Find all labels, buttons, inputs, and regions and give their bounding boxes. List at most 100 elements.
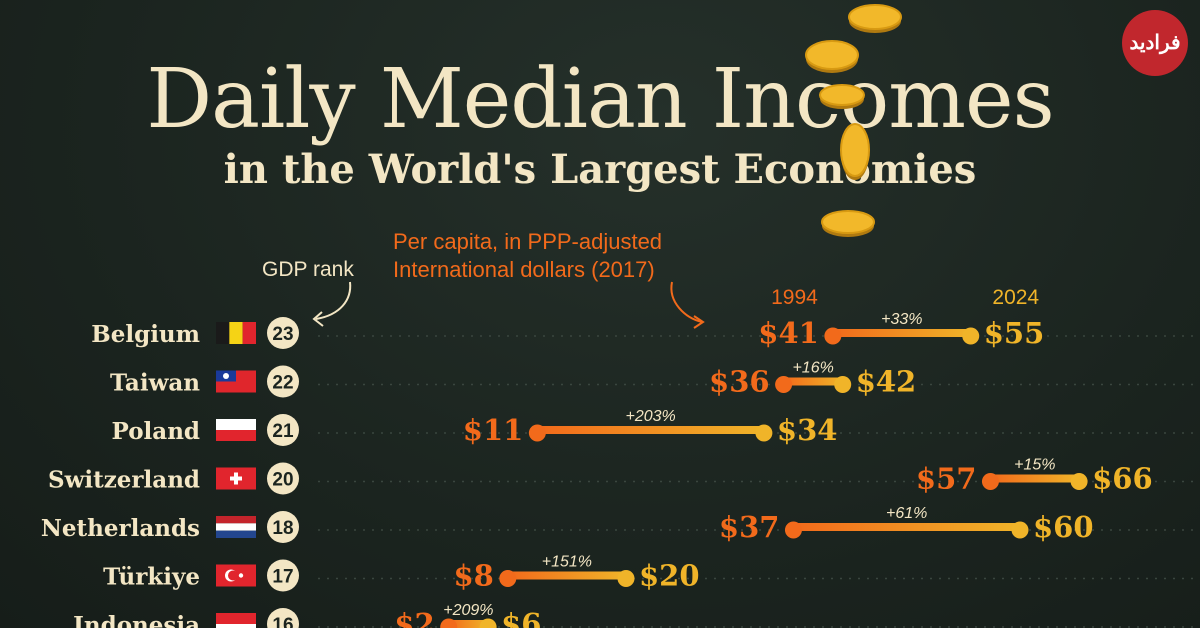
flag-sun: [223, 373, 229, 379]
point-2024: [755, 424, 773, 442]
change-bar: [793, 523, 1020, 531]
chart-row: Indonesia 16 $2 $6 +209%: [73, 602, 1200, 628]
note-arrow-icon: [670, 281, 703, 323]
rank-value: 23: [272, 324, 293, 345]
flag-stripe: [216, 624, 256, 628]
gdp-rank-label: GDP rank: [262, 258, 354, 281]
value-label-1994: $41: [758, 316, 819, 350]
point-1994: [981, 473, 999, 490]
publisher-logo: فرادید: [1122, 10, 1188, 76]
change-bar: [783, 377, 843, 386]
unit-note: Per capita, in PPP-adjusted Internationa…: [393, 229, 663, 282]
chart-row: Switzerland 20 $57 $66 +15%: [48, 457, 1200, 496]
flag-stripe: [216, 613, 256, 624]
point-1994: [775, 376, 793, 393]
flag-crescent-cut: [228, 570, 238, 581]
change-label: +203%: [625, 408, 675, 425]
change-bar: [507, 571, 626, 580]
flag-stripe: [216, 523, 256, 531]
point-2024: [962, 327, 980, 345]
rank-badge: [267, 365, 299, 398]
value-label-2024: $20: [639, 559, 700, 593]
point-1994: [784, 521, 802, 539]
belgium-flag-icon: [216, 322, 256, 344]
country-label: Türkiye: [103, 564, 200, 591]
point-2024: [1011, 521, 1029, 539]
year-label-end: 2024: [992, 286, 1039, 309]
change-label: +151%: [542, 554, 592, 571]
turkiye-flag-icon: [216, 564, 256, 587]
point-2024: [1070, 473, 1088, 490]
chart-row: Türkiye 17 $8 $20 +151%: [103, 554, 1200, 593]
point-1994: [824, 327, 842, 345]
value-label-1994: $2: [394, 607, 434, 628]
flag-cross: [230, 476, 242, 481]
value-label-1994: $11: [463, 413, 524, 447]
country-label: Indonesia: [73, 612, 200, 628]
value-label-1994: $36: [709, 365, 770, 399]
country-label: Poland: [112, 418, 200, 445]
coin-icon: [805, 40, 859, 70]
point-1994: [528, 424, 546, 442]
flag-stripe: [216, 419, 256, 430]
rank-badge: [267, 414, 299, 446]
rank-badge: [267, 462, 299, 495]
flag-stripe: [229, 322, 243, 344]
coin-icon: [848, 4, 902, 30]
rank-arrow-icon: [315, 281, 352, 320]
rank-badge: [267, 559, 299, 592]
value-label-1994: $37: [719, 510, 780, 544]
value-label-2024: $60: [1033, 510, 1094, 544]
page-title: Daily Median Incomes: [146, 52, 1054, 147]
country-label: Switzerland: [48, 467, 200, 494]
value-label-2024: $6: [501, 607, 541, 628]
change-bar: [448, 620, 489, 628]
rank-value: 21: [272, 421, 294, 442]
change-label: +33%: [881, 311, 922, 328]
note-arrow-head-icon: [693, 315, 705, 329]
coin-icon: [821, 210, 875, 234]
point-2024: [834, 376, 852, 393]
point-2024: [479, 618, 497, 628]
flag-stripe: [216, 322, 230, 344]
change-label: +209%: [443, 602, 493, 619]
value-label-1994: $57: [916, 462, 977, 496]
value-label-2024: $55: [984, 316, 1045, 350]
chart-row: Netherlands 18 $37 $60 +61%: [41, 505, 1200, 544]
value-label-2024: $34: [777, 413, 838, 447]
year-label-start: 1994: [771, 286, 818, 309]
value-label-2024: $66: [1092, 462, 1153, 496]
change-label: +61%: [886, 505, 927, 522]
coin-icon: [819, 84, 865, 106]
flag-stripe: [242, 322, 256, 344]
taiwan-flag-icon: [216, 370, 256, 393]
point-1994: [440, 618, 458, 628]
chart-row: Taiwan 22 $36 $42 +16%: [110, 360, 1200, 399]
value-label-2024: $42: [856, 365, 917, 399]
flag-stripe: [216, 530, 256, 538]
rank-value: 18: [272, 518, 293, 539]
country-label: Taiwan: [110, 370, 200, 397]
rank-value: 16: [272, 615, 293, 628]
country-label: Belgium: [91, 321, 200, 348]
rank-value: 22: [272, 373, 293, 394]
flag-stripe: [216, 430, 256, 441]
flag-star: [238, 573, 244, 578]
change-label: +16%: [792, 360, 833, 377]
rank-value: 17: [272, 567, 293, 588]
point-1994: [499, 570, 517, 587]
value-label-1994: $8: [453, 559, 493, 593]
change-bar: [832, 329, 971, 337]
rank-value: 20: [272, 470, 293, 491]
indonesia-flag-icon: [216, 613, 256, 628]
rank-arrow-head-icon: [312, 311, 324, 327]
rank-badge: [267, 608, 299, 628]
coin-icon: [840, 123, 870, 177]
switzerland-flag-icon: [216, 467, 256, 490]
netherlands-flag-icon: [216, 516, 256, 538]
chart-row: Poland 21 $11 $34 +203%: [112, 408, 1200, 447]
flag-stripe: [216, 516, 256, 524]
change-bar: [537, 426, 764, 434]
